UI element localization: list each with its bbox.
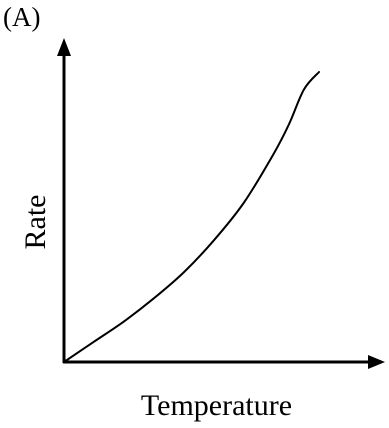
panel-label: (A) bbox=[3, 2, 41, 32]
x-axis-label: Temperature bbox=[140, 389, 293, 422]
rate-curve-line bbox=[63, 71, 320, 363]
axes bbox=[57, 38, 385, 369]
y-axis-label: Rate bbox=[19, 194, 52, 250]
y-axis-arrowhead bbox=[57, 38, 71, 56]
x-axis-arrowhead bbox=[368, 355, 385, 369]
series-layer bbox=[63, 71, 320, 363]
